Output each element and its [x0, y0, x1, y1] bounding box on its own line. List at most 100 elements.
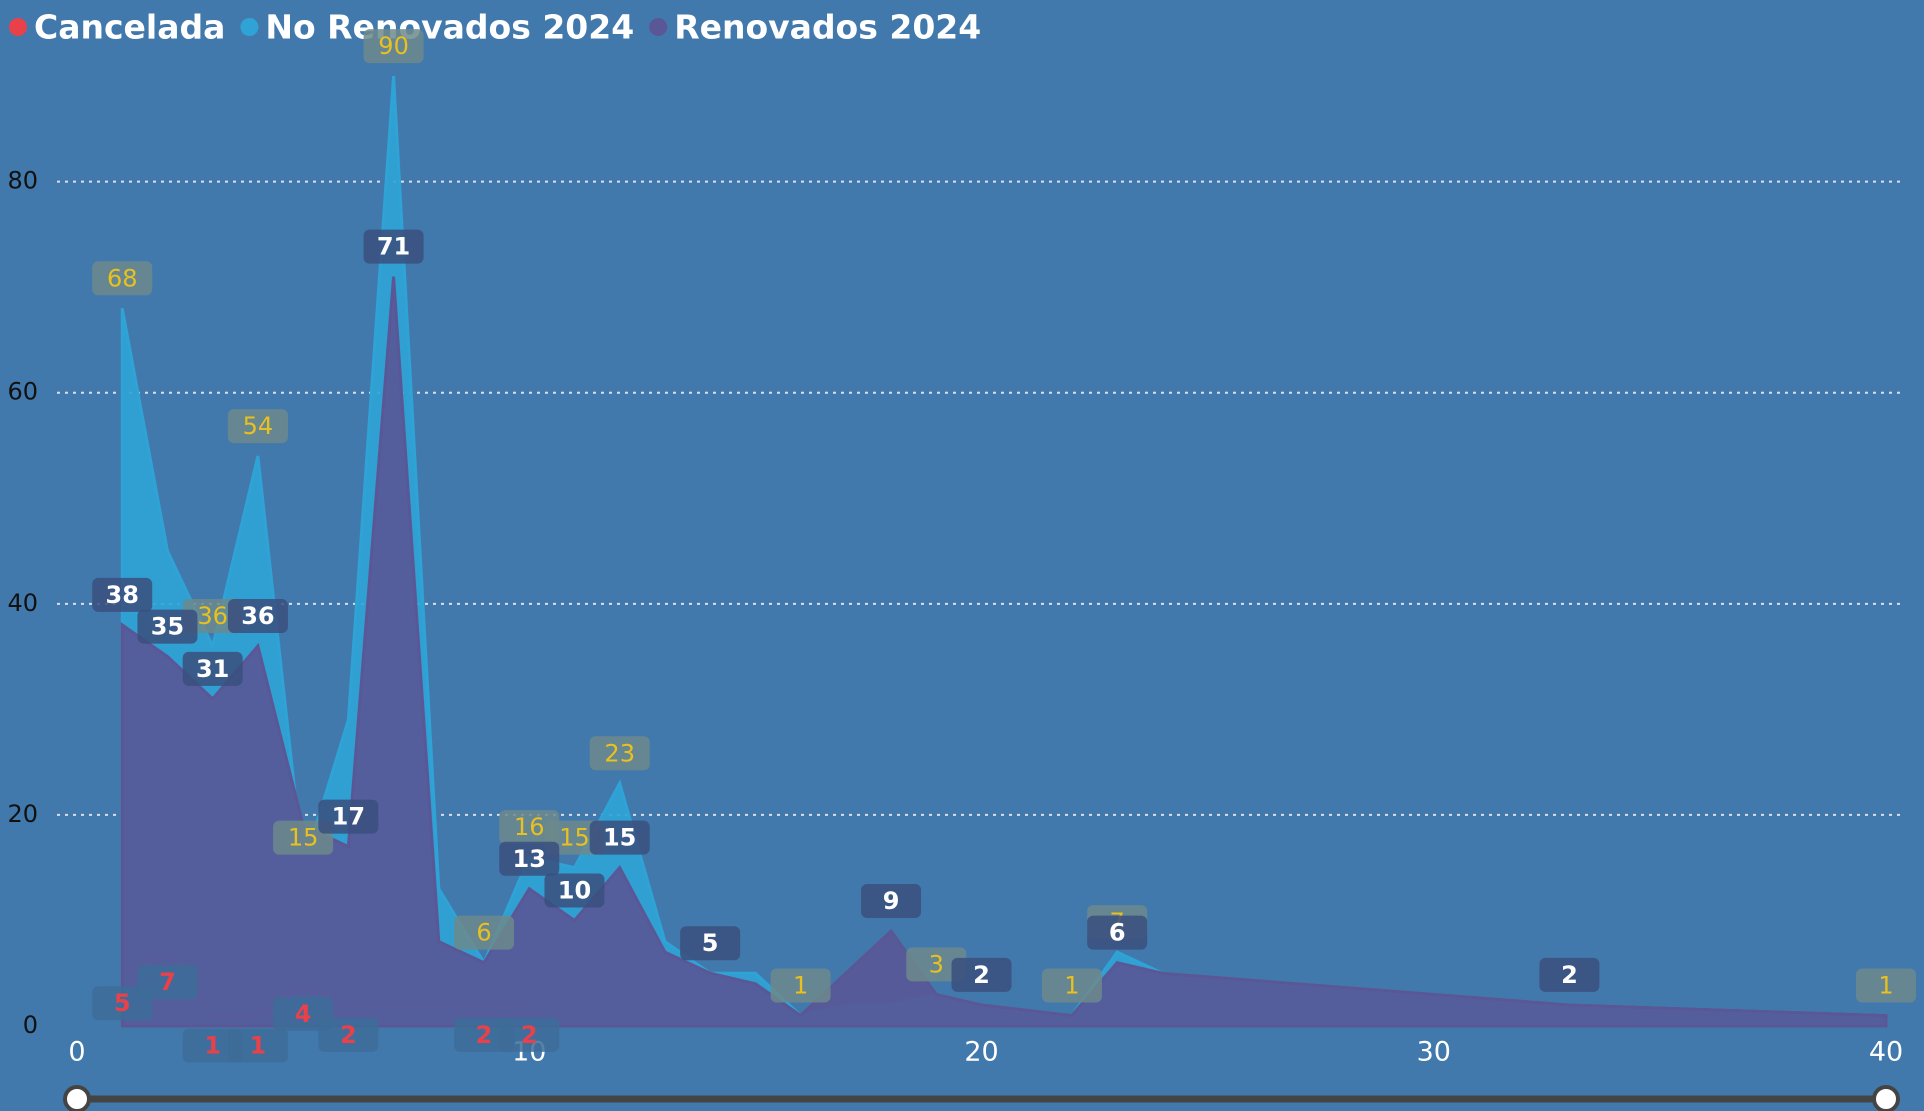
data-label-text: 31 — [196, 655, 229, 683]
data-label-text: 7 — [159, 968, 176, 996]
data-label-text: 2 — [521, 1021, 538, 1049]
x-tick-label: 20 — [964, 1037, 998, 1068]
data-label-box — [182, 1028, 243, 1063]
data-label-text: 1 — [204, 1031, 221, 1059]
data-label-text: 5 — [702, 929, 719, 957]
data-label: 2 — [1539, 957, 1600, 992]
data-label: 15 — [544, 820, 605, 855]
slider-handle[interactable] — [63, 1085, 91, 1111]
data-label: 54 — [227, 409, 288, 444]
legend-label: Cancelada — [34, 8, 225, 47]
legend-label: Renovados 2024 — [674, 8, 981, 47]
x-tick-label: 40 — [1869, 1037, 1903, 1068]
data-label-text: 2 — [476, 1021, 493, 1049]
data-label-box — [363, 229, 424, 264]
legend-marker — [649, 18, 668, 36]
y-tick-label: 20 — [7, 800, 38, 828]
data-label-box — [227, 409, 288, 444]
data-label-text: 1 — [793, 971, 808, 999]
data-label-text: 15 — [559, 824, 590, 852]
data-label: 5 — [680, 926, 741, 961]
data-label: 2 — [318, 1017, 379, 1052]
x-tick-label: 30 — [1417, 1037, 1451, 1068]
y-tick-label: 40 — [7, 589, 38, 617]
data-label: 31 — [182, 651, 243, 686]
data-label-box — [92, 577, 153, 612]
data-label: 2 — [951, 957, 1012, 992]
data-label: 2 — [454, 1017, 515, 1052]
data-label-box — [363, 29, 424, 64]
data-label: 13 — [499, 841, 560, 876]
slider-handle[interactable] — [1872, 1085, 1900, 1111]
data-label: 16 — [499, 810, 560, 845]
data-label-box — [861, 884, 922, 919]
data-label: 2 — [499, 1017, 560, 1052]
data-label-text: 23 — [604, 739, 635, 767]
data-label-box — [589, 820, 650, 855]
data-label-box — [1087, 915, 1148, 950]
data-label: 23 — [589, 736, 650, 771]
data-label-box — [544, 873, 605, 908]
data-label-text: 6 — [1109, 919, 1126, 947]
data-label: 15 — [273, 820, 334, 855]
data-label-box — [1539, 957, 1600, 992]
data-label-box — [318, 1017, 379, 1052]
data-label-box — [454, 1017, 515, 1052]
data-label-text: 36 — [241, 602, 274, 630]
data-label-text: 13 — [513, 845, 546, 873]
data-label-text: 68 — [107, 264, 138, 292]
data-label: 71 — [363, 229, 424, 264]
data-label: 38 — [92, 577, 153, 612]
data-label: 17 — [318, 799, 379, 834]
data-label: 4 — [273, 996, 334, 1031]
data-label-box — [770, 968, 831, 1003]
data-label-box — [906, 947, 967, 982]
data-label-text: 2 — [973, 961, 990, 989]
data-label-text: 9 — [883, 887, 900, 915]
data-label-box — [1856, 968, 1916, 1003]
data-label: 10 — [544, 873, 605, 908]
data-label: 1 — [1041, 968, 1102, 1003]
data-label: 36 — [227, 599, 288, 634]
legend-marker — [9, 18, 27, 36]
data-label-box — [92, 261, 153, 296]
data-label-text: 10 — [558, 876, 591, 904]
data-label-box — [951, 957, 1012, 992]
data-label: 6 — [454, 915, 515, 950]
data-label-text: 6 — [476, 919, 491, 947]
data-label-box — [499, 841, 560, 876]
data-label-box — [182, 651, 243, 686]
data-label-text: 36 — [197, 602, 228, 630]
data-label-text: 1 — [1878, 971, 1893, 999]
legend-label: No Renovados 2024 — [265, 8, 634, 47]
data-label-box — [273, 996, 334, 1031]
data-label-text: 3 — [929, 950, 944, 978]
data-label-box — [544, 820, 605, 855]
y-tick-label: 0 — [23, 1011, 38, 1039]
data-label: 9 — [861, 884, 922, 919]
data-label-text: 5 — [114, 989, 131, 1017]
area — [120, 276, 1888, 1028]
data-label-text: 17 — [332, 803, 365, 831]
x-tick-label: 0 — [68, 1037, 85, 1068]
data-label-box — [499, 810, 560, 845]
data-label-box — [318, 799, 379, 834]
data-label-text: 16 — [514, 813, 545, 841]
data-label: 1 — [770, 968, 831, 1003]
data-label: 1 — [1856, 968, 1916, 1003]
data-label-box — [589, 736, 650, 771]
data-label-box — [227, 1028, 288, 1063]
data-label-text: 1 — [1064, 971, 1079, 999]
data-label-text: 4 — [295, 1000, 312, 1028]
data-label-text: 38 — [106, 581, 139, 609]
data-label-box — [137, 965, 198, 1000]
data-label-box — [680, 926, 741, 961]
data-label-text: 54 — [243, 412, 274, 440]
data-label-text: 1 — [250, 1031, 267, 1059]
data-label: 15 — [589, 820, 650, 855]
data-label: 1 — [227, 1028, 288, 1063]
legend-marker — [240, 18, 259, 36]
data-label-text: 35 — [151, 613, 184, 641]
data-label: 1 — [182, 1028, 243, 1063]
